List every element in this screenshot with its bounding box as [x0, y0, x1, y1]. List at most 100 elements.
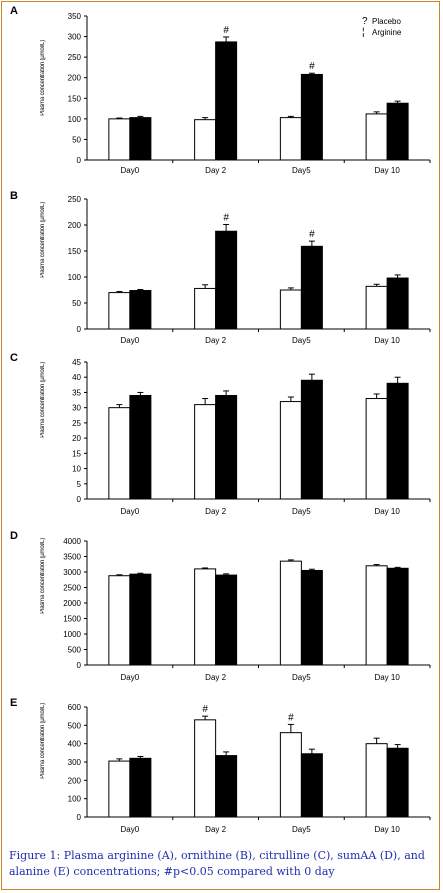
y-tick-label: 0 [77, 661, 82, 670]
x-tick-label: Day5 [292, 673, 311, 682]
placebo-bar [279, 289, 302, 330]
legend-arginine: ¦ Arginine [362, 27, 401, 38]
y-tick-label: 25 [72, 419, 81, 428]
placebo-bar [279, 732, 302, 818]
x-tick-label: Day0 [121, 825, 140, 834]
x-tick-label: Day 10 [374, 166, 400, 175]
arginine-bar [386, 102, 409, 161]
placebo-bar [108, 575, 131, 666]
y-tick-label: 50 [72, 299, 81, 308]
x-tick-label: Day0 [121, 166, 140, 175]
arginine-bar [215, 574, 238, 666]
placebo-bar [279, 401, 302, 500]
placebo-bar [279, 560, 302, 666]
placebo-bar [194, 287, 217, 330]
panel-e: E Plasma concentration (μmol/L) 0 100 200 3… [0, 697, 443, 845]
x-tick-label: Day5 [292, 507, 311, 516]
placebo-bar [108, 407, 131, 500]
significance-marker: # [288, 712, 294, 723]
y-tick-label: 3500 [63, 553, 81, 562]
y-tick-label: 500 [68, 646, 82, 655]
x-tick-label: Day5 [292, 166, 311, 175]
arginine-bar [300, 245, 323, 330]
panel-c-chart: 0 5 10 15 20 25 30 35 40 45 Day0 Day 2 Day5 Day 10 [72, 358, 431, 516]
panel-a: A Plasma concentration (μmol/L) 0 50 100 15… [0, 5, 443, 187]
significance-marker: # [202, 704, 208, 715]
panel-a-letter: A [10, 5, 18, 17]
y-tick-label: 0 [77, 813, 82, 822]
arginine-bar [129, 394, 152, 500]
panel-e-chart: 0 100 200 300 400 500 600 Day0 Day 2 # Day5 # Day 10 [68, 703, 431, 834]
y-tick-label: 1000 [63, 630, 81, 639]
placebo-bar [108, 760, 131, 818]
x-tick-label: Day5 [292, 336, 311, 345]
y-tick-label: 2000 [63, 599, 81, 608]
arginine-bar [215, 41, 238, 161]
arginine-bar [386, 747, 409, 818]
y-tick-label: 15 [72, 449, 81, 458]
panel-e-letter: E [10, 697, 18, 709]
x-tick-label: Day 2 [205, 673, 226, 682]
y-tick-label: 3000 [63, 568, 81, 577]
legend-placebo: ? Placebo [362, 16, 401, 27]
x-tick-label: Day0 [121, 507, 140, 516]
placebo-bar [194, 568, 217, 666]
y-tick-label: 40 [72, 373, 81, 382]
y-tick-label: 30 [72, 404, 81, 413]
arginine-bar [300, 569, 323, 666]
y-tick-label: 4000 [63, 537, 81, 546]
x-tick-label: Day 2 [205, 507, 226, 516]
panel-b-letter: B [10, 190, 18, 202]
x-tick-label: Day 2 [205, 166, 226, 175]
panel-d-letter: D [10, 530, 18, 542]
y-tick-label: 200 [68, 74, 82, 83]
placebo-bar [194, 404, 217, 500]
x-tick-label: Day 2 [205, 825, 226, 834]
y-tick-label: 100 [68, 115, 82, 124]
panel-b: B Plasma concentration (μmol/L) 0 50 100 15… [0, 190, 443, 360]
arginine-legend-symbol: ¦ [362, 27, 365, 38]
arginine-bar [215, 230, 238, 330]
placebo-bar [194, 119, 217, 161]
panel-a-ylabel: Plasma concentration (μmol/L) [40, 40, 46, 116]
y-tick-label: 0 [77, 325, 82, 334]
y-tick-label: 45 [72, 358, 81, 367]
arginine-bar [129, 117, 152, 161]
placebo-bar [365, 398, 388, 500]
y-tick-label: 500 [68, 721, 82, 730]
y-tick-label: 300 [68, 33, 82, 42]
arginine-bar [215, 755, 238, 818]
x-tick-label: Day 10 [374, 336, 400, 345]
arginine-bar [386, 277, 409, 330]
placebo-bar [108, 118, 131, 161]
placebo-bar [108, 292, 131, 330]
panel-d-chart: 0 500 1000 1500 2000 2500 3000 3500 4000 Day0 Day … [63, 537, 431, 682]
arginine-bar [300, 379, 323, 500]
panel-c-ylabel: Plasma concentration (μmol/L) [40, 362, 46, 438]
panel-e-ylabel: Plasma concentration (μmol/L) [40, 703, 46, 779]
significance-marker: # [223, 212, 229, 223]
y-tick-label: 2500 [63, 584, 81, 593]
y-tick-label: 300 [68, 758, 82, 767]
y-tick-label: 10 [72, 465, 81, 474]
y-tick-label: 200 [68, 776, 82, 785]
figure-caption: Figure 1: Plasma arginine (A), ornithine… [9, 849, 425, 878]
y-tick-label: 35 [72, 388, 81, 397]
placebo-legend-label: Placebo [372, 17, 401, 26]
arginine-bar [129, 290, 152, 330]
placebo-bar [365, 285, 388, 330]
x-tick-label: Day5 [292, 825, 311, 834]
x-tick-label: Day 2 [205, 336, 226, 345]
panel-d: D Plasma concentration (μmol/L) 0 500 1000… [0, 530, 443, 695]
panel-d-ylabel: Plasma concentration (μmol/L) [40, 538, 46, 614]
y-tick-label: 350 [68, 12, 82, 21]
x-tick-label: Day 10 [374, 825, 400, 834]
placebo-legend-symbol: ? [362, 16, 368, 27]
panel-c-letter: C [10, 352, 18, 364]
y-tick-label: 5 [77, 480, 82, 489]
x-tick-label: Day0 [121, 336, 140, 345]
x-tick-label: Day 10 [374, 507, 400, 516]
chart-legend: ? Placebo ¦ Arginine [362, 16, 401, 38]
arginine-bar [300, 753, 323, 818]
placebo-bar [279, 117, 302, 161]
